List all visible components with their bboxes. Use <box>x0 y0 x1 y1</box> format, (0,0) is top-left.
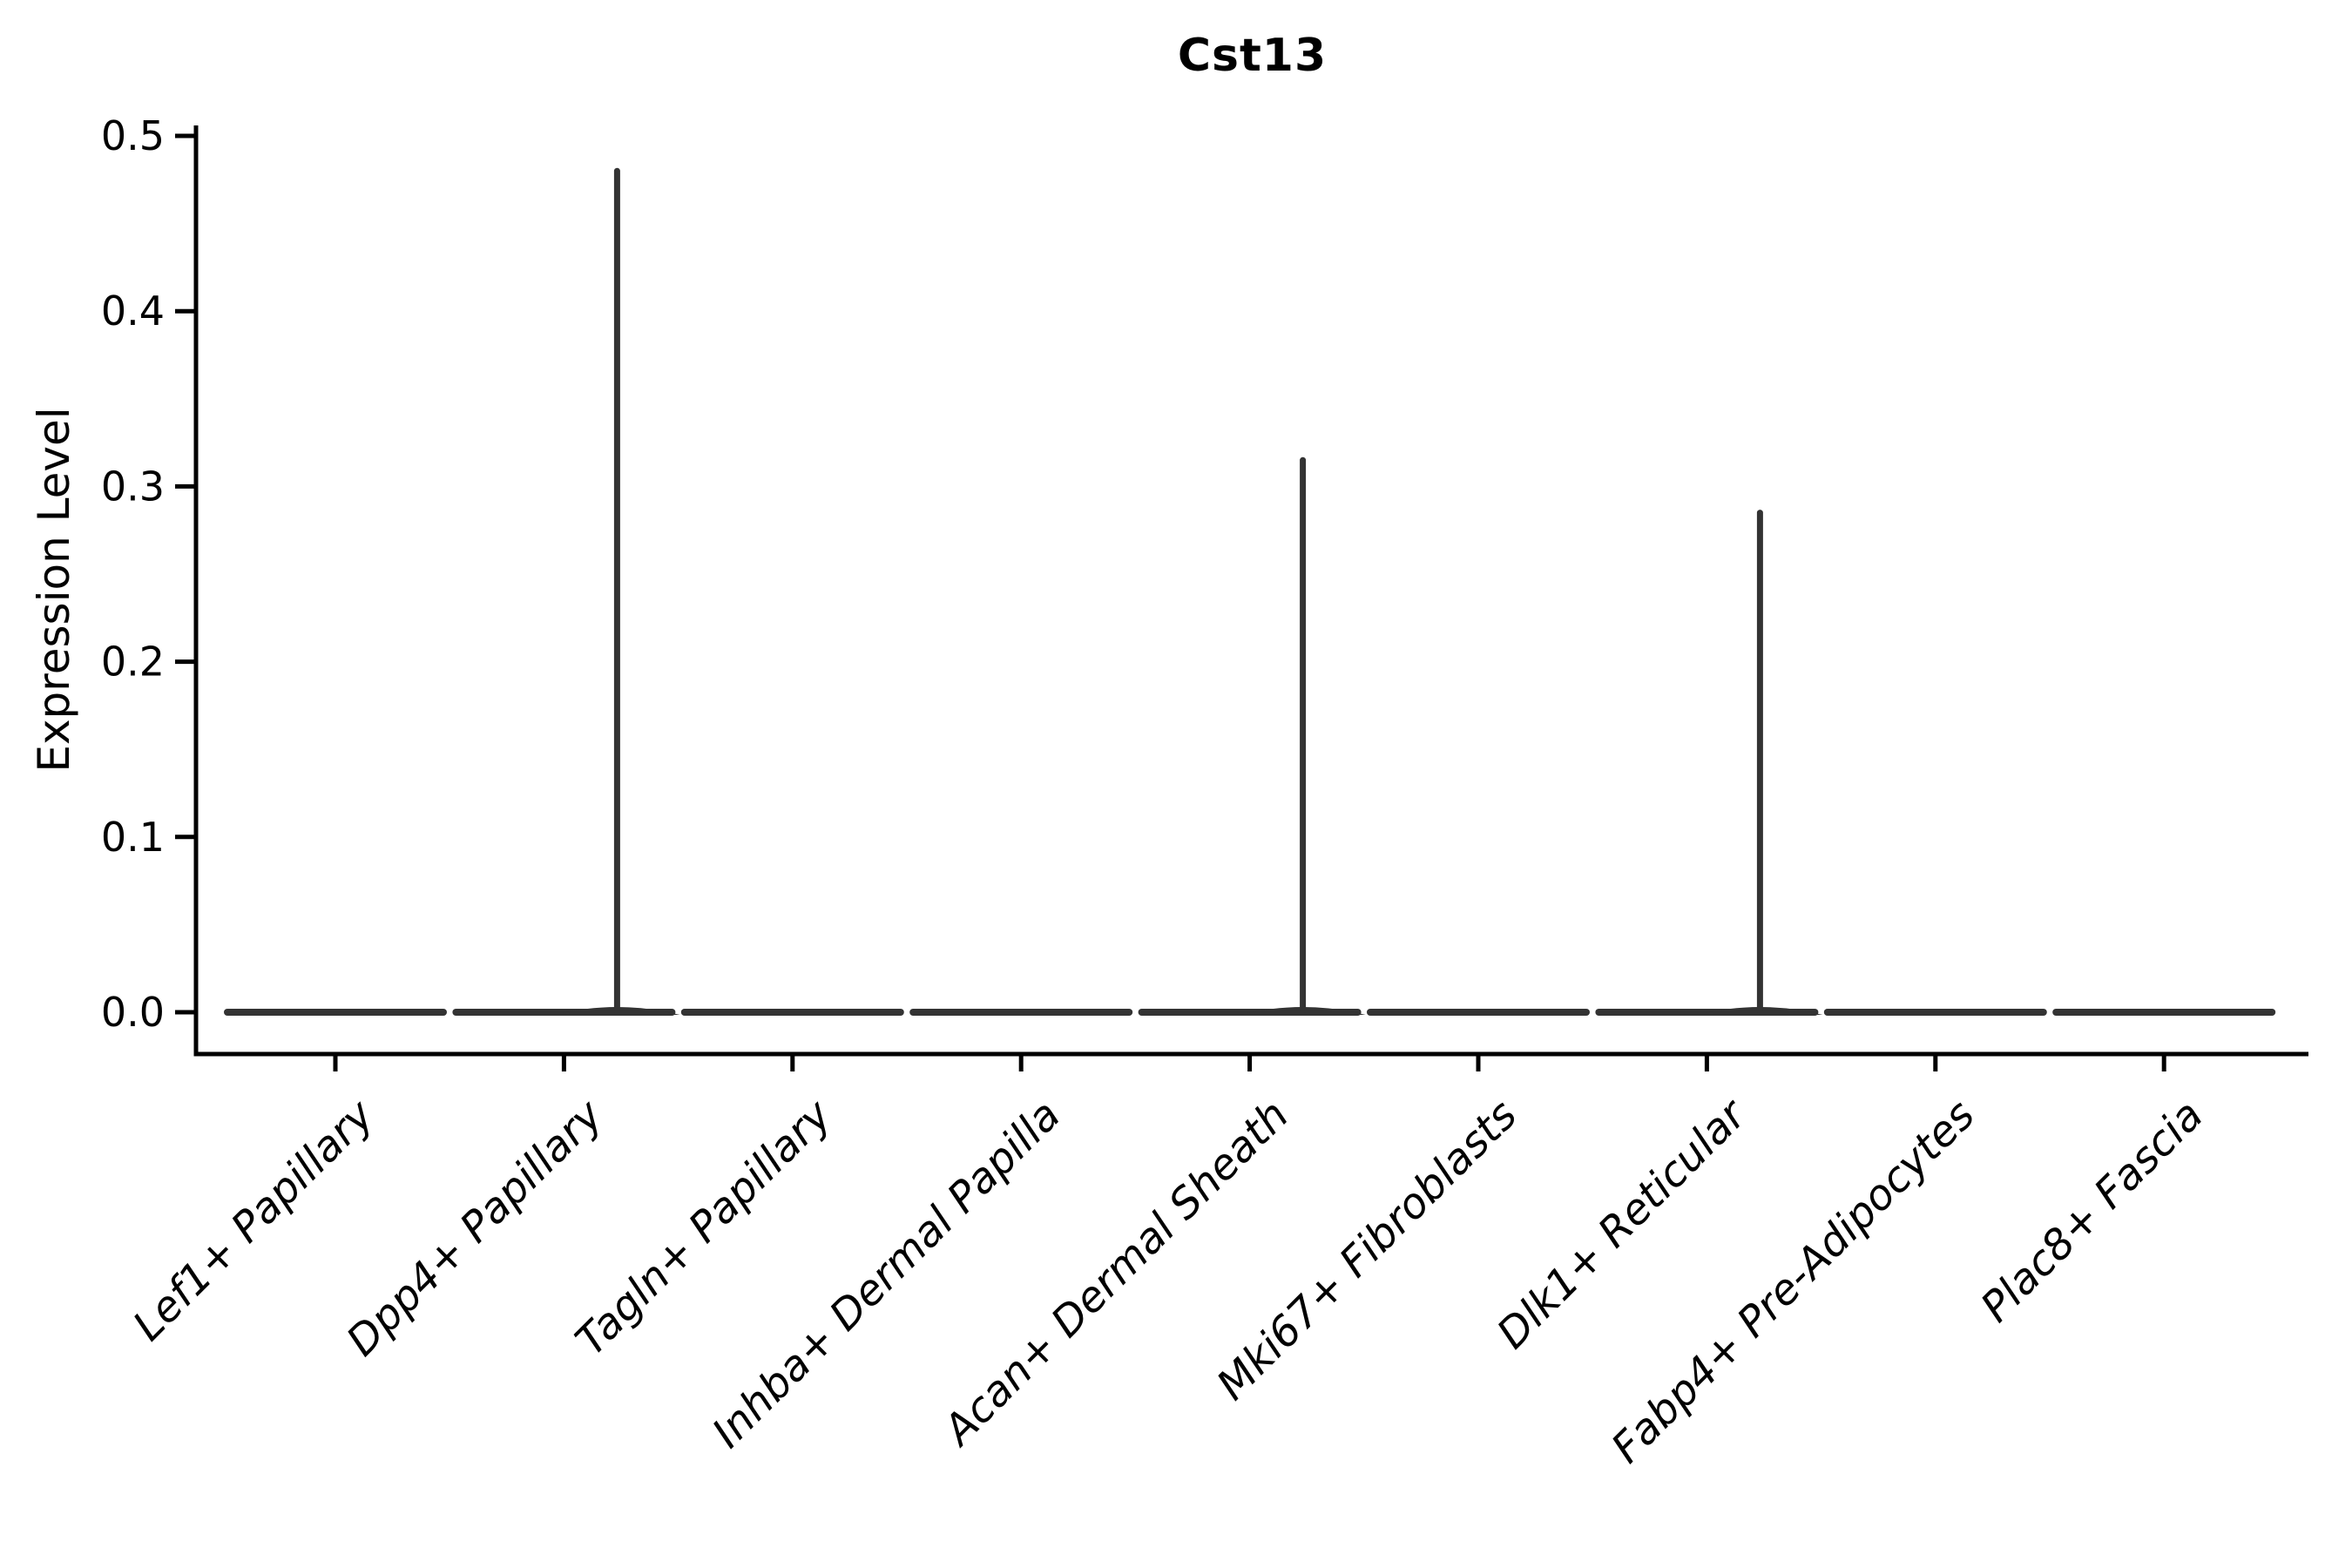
y-tick-label: 0.2 <box>101 639 165 686</box>
y-tick-label: 0.0 <box>101 989 165 1036</box>
y-tick-label: 0.5 <box>101 112 165 159</box>
y-tick-label: 0.1 <box>101 814 165 861</box>
chart-title: Cst13 <box>1177 30 1328 82</box>
y-tick-label: 0.4 <box>101 287 165 335</box>
y-tick-label: 0.3 <box>101 463 165 510</box>
